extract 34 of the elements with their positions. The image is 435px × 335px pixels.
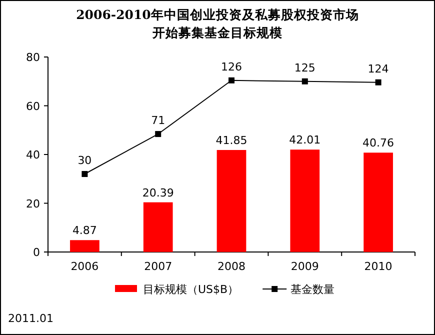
annotation: 2011.01: [8, 312, 54, 325]
y-tick-label: 60: [26, 100, 40, 113]
bar: [143, 202, 173, 252]
x-tick-label: 2007: [144, 260, 172, 273]
y-tick-label: 40: [26, 148, 40, 162]
point: [375, 79, 382, 86]
bar: [216, 150, 246, 252]
title: 2006-2010年中国创业投资及私募股权投资市场开始募集基金目标规模: [75, 6, 360, 42]
x-tick-label: 2006: [70, 260, 99, 273]
data-label: 20.39: [142, 186, 174, 200]
x-tick-label: 2008: [218, 260, 246, 273]
data-label: 126: [221, 60, 242, 74]
y-tick-label: 80: [26, 51, 40, 64]
bar: [290, 150, 320, 252]
data-label: 125: [294, 61, 316, 74]
bar: [364, 152, 393, 252]
data-label: 71: [151, 114, 166, 128]
data-label: 41.85: [216, 134, 248, 147]
data-label: 40.76: [362, 136, 394, 150]
data-label: 124: [368, 62, 389, 76]
y-tick-label: 20: [26, 197, 40, 210]
y-tick-label: 0: [33, 246, 40, 259]
x-tick-label: 2010: [364, 260, 392, 273]
point: [82, 171, 88, 177]
legend-label: 目标规模（US$B）: [143, 283, 239, 296]
point: [228, 77, 234, 84]
data-label: 4.87: [72, 224, 97, 238]
legend-label: 基金数量: [290, 283, 335, 296]
data-label: 30: [78, 154, 92, 167]
point: [302, 78, 308, 84]
data-label: 42.01: [289, 134, 321, 147]
x-tick-label: 2009: [290, 260, 319, 273]
bar: [70, 240, 100, 252]
point: [155, 131, 162, 138]
